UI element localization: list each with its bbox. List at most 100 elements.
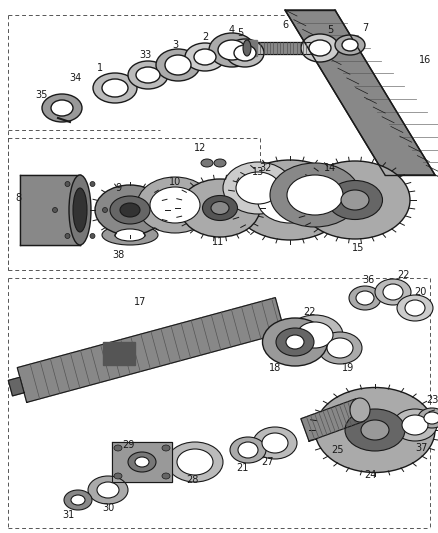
Ellipse shape xyxy=(114,473,122,479)
Ellipse shape xyxy=(297,322,333,348)
Text: 35: 35 xyxy=(36,90,48,100)
Ellipse shape xyxy=(97,482,119,498)
Ellipse shape xyxy=(51,100,73,116)
Ellipse shape xyxy=(88,476,128,504)
Ellipse shape xyxy=(115,229,145,241)
Ellipse shape xyxy=(301,34,339,62)
Text: 6: 6 xyxy=(282,20,288,30)
Ellipse shape xyxy=(214,159,226,167)
Ellipse shape xyxy=(102,225,158,245)
Ellipse shape xyxy=(128,61,168,89)
Ellipse shape xyxy=(361,420,389,440)
Ellipse shape xyxy=(286,335,304,349)
Text: 18: 18 xyxy=(269,363,281,373)
Text: 1: 1 xyxy=(97,63,103,73)
Ellipse shape xyxy=(90,182,95,187)
Ellipse shape xyxy=(349,286,381,310)
Polygon shape xyxy=(285,10,435,175)
Ellipse shape xyxy=(253,427,297,459)
Ellipse shape xyxy=(156,49,200,81)
Ellipse shape xyxy=(209,33,255,67)
Polygon shape xyxy=(255,42,315,54)
Ellipse shape xyxy=(223,162,293,214)
Polygon shape xyxy=(245,40,257,56)
Text: 34: 34 xyxy=(69,73,81,83)
Polygon shape xyxy=(103,342,135,365)
Ellipse shape xyxy=(42,94,82,122)
Ellipse shape xyxy=(350,398,370,422)
Text: 33: 33 xyxy=(139,50,151,60)
Ellipse shape xyxy=(276,328,314,356)
Ellipse shape xyxy=(162,445,170,451)
Polygon shape xyxy=(8,377,24,396)
Ellipse shape xyxy=(393,409,437,441)
Ellipse shape xyxy=(137,177,213,233)
Polygon shape xyxy=(17,297,285,402)
Ellipse shape xyxy=(341,190,369,210)
Text: 12: 12 xyxy=(194,143,206,153)
Ellipse shape xyxy=(318,332,362,364)
Polygon shape xyxy=(301,399,364,441)
Ellipse shape xyxy=(218,40,246,60)
Ellipse shape xyxy=(211,201,229,214)
Ellipse shape xyxy=(397,295,433,321)
Text: 17: 17 xyxy=(134,297,146,307)
Text: 38: 38 xyxy=(112,250,124,260)
Ellipse shape xyxy=(110,196,150,224)
Text: 16: 16 xyxy=(419,55,431,65)
Ellipse shape xyxy=(287,315,343,355)
Ellipse shape xyxy=(114,445,122,451)
Ellipse shape xyxy=(262,318,328,366)
Text: 4: 4 xyxy=(229,25,235,35)
Ellipse shape xyxy=(258,177,322,223)
Ellipse shape xyxy=(383,284,403,300)
Text: 31: 31 xyxy=(62,510,74,520)
Ellipse shape xyxy=(201,159,213,167)
Ellipse shape xyxy=(95,185,165,235)
Ellipse shape xyxy=(233,160,347,240)
Ellipse shape xyxy=(53,207,57,213)
Text: 23: 23 xyxy=(426,395,438,405)
Text: 13: 13 xyxy=(252,167,264,177)
Text: 24: 24 xyxy=(364,470,376,480)
Text: 5: 5 xyxy=(237,28,243,38)
Text: 27: 27 xyxy=(262,457,274,467)
Ellipse shape xyxy=(300,161,410,239)
Ellipse shape xyxy=(375,279,411,305)
Ellipse shape xyxy=(162,473,170,479)
Text: 7: 7 xyxy=(362,23,368,33)
Text: 14: 14 xyxy=(324,163,336,173)
Ellipse shape xyxy=(167,442,223,482)
Ellipse shape xyxy=(270,163,360,227)
Ellipse shape xyxy=(327,338,353,358)
Ellipse shape xyxy=(136,67,160,83)
Text: 22: 22 xyxy=(397,270,409,280)
Ellipse shape xyxy=(102,207,107,213)
Ellipse shape xyxy=(405,300,425,316)
Ellipse shape xyxy=(150,187,200,223)
Text: 9: 9 xyxy=(115,183,121,193)
Text: 28: 28 xyxy=(186,475,198,485)
Polygon shape xyxy=(112,442,172,482)
Text: 25: 25 xyxy=(332,445,344,455)
Ellipse shape xyxy=(418,408,438,428)
Text: 2: 2 xyxy=(202,32,208,42)
Ellipse shape xyxy=(93,73,137,103)
Ellipse shape xyxy=(315,387,435,472)
Ellipse shape xyxy=(135,457,149,467)
Ellipse shape xyxy=(328,181,382,220)
Text: 21: 21 xyxy=(236,463,248,473)
Text: 8: 8 xyxy=(15,193,21,203)
Ellipse shape xyxy=(120,203,140,217)
Ellipse shape xyxy=(202,196,237,221)
Ellipse shape xyxy=(226,39,264,67)
Ellipse shape xyxy=(309,40,331,56)
Ellipse shape xyxy=(356,291,374,305)
Ellipse shape xyxy=(185,43,225,71)
Ellipse shape xyxy=(236,172,280,204)
Text: 37: 37 xyxy=(416,443,428,453)
Ellipse shape xyxy=(238,442,258,458)
Ellipse shape xyxy=(165,55,191,75)
Text: 36: 36 xyxy=(362,275,374,285)
Ellipse shape xyxy=(287,175,343,215)
